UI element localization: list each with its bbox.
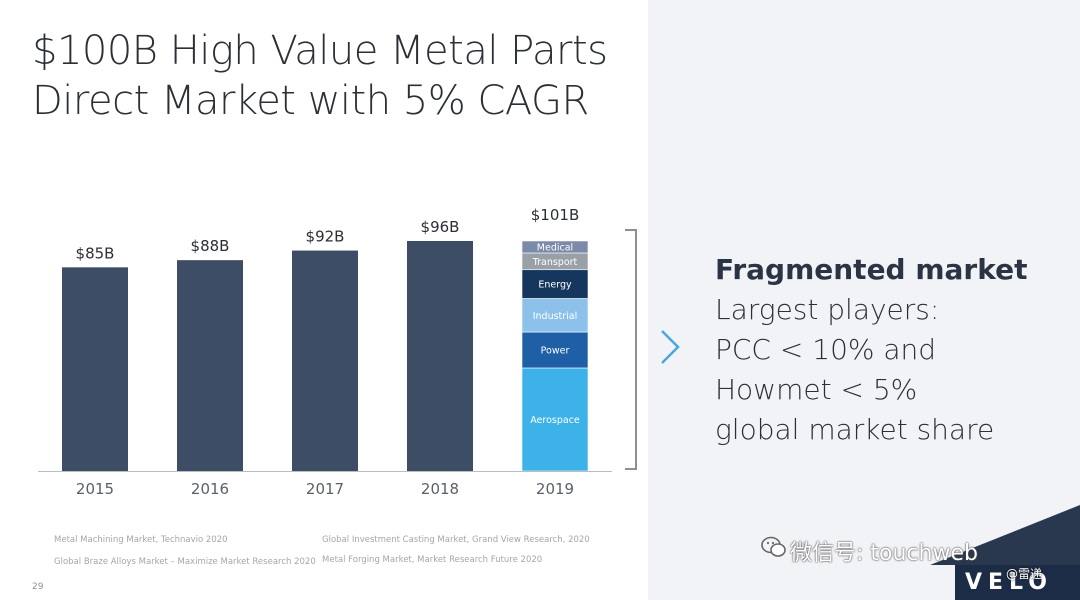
wechat-icon xyxy=(761,536,786,557)
x-tick-label: 2017 xyxy=(306,480,344,498)
bracket xyxy=(625,229,637,470)
x-tick-label: 2015 xyxy=(76,480,114,498)
segment-label: Energy xyxy=(538,280,572,291)
bar xyxy=(62,267,128,471)
bar-segment xyxy=(521,331,589,369)
bar-segment xyxy=(521,269,589,299)
title-line-2: Direct Market with 5% CAGR xyxy=(32,78,589,124)
source-note: Metal Forging Market, Market Research Fu… xyxy=(322,555,543,565)
data-label: $96B xyxy=(421,218,460,236)
segment-label: Aerospace xyxy=(530,415,580,426)
bar-chart: $85B 2015 $88B 2016 $92B 2017 $96B 2018 Aerospac… xyxy=(38,206,612,498)
segment-label: Transport xyxy=(532,257,578,268)
data-label: $101B xyxy=(531,206,579,224)
data-label: $85B xyxy=(76,244,115,262)
source-note: Global Braze Alloys Market – Maximize Ma… xyxy=(54,557,316,567)
right-panel xyxy=(648,0,1080,600)
x-tick-label: 2018 xyxy=(421,480,459,498)
page-number: 29 xyxy=(32,582,44,592)
data-label: $88B xyxy=(191,237,230,255)
title-line-1: $100B High Value Metal Parts xyxy=(32,28,608,74)
brand-banner xyxy=(930,505,1080,565)
segment-label: Power xyxy=(541,346,570,357)
bar-segment xyxy=(521,298,589,333)
bar xyxy=(177,260,243,471)
callout-line-4: global market share xyxy=(715,413,995,446)
callout-line-2: PCC < 10% and xyxy=(715,333,937,366)
callout-line-3: Howmet < 5% xyxy=(715,373,918,406)
bar-segment xyxy=(521,240,589,254)
x-tick-label: 2019 xyxy=(536,480,574,498)
source-note: Metal Machining Market, Technavio 2020 xyxy=(54,535,228,545)
source-note: Global Investment Casting Market, Grand … xyxy=(322,535,590,545)
callout-heading: Fragmented market xyxy=(715,253,1028,286)
x-tick-label: 2016 xyxy=(191,480,229,498)
page-title: $100B High Value Metal Parts Direct Mark… xyxy=(32,26,632,126)
callout-line-1: Largest players: xyxy=(715,293,940,326)
bar-segment xyxy=(521,367,589,472)
segment-label: Industrial xyxy=(533,311,578,322)
data-label: $92B xyxy=(306,228,345,246)
watermark: 微信号: touchweb xyxy=(790,541,978,566)
segment-label: Medical xyxy=(537,242,573,253)
callout: Fragmented market Largest players: PCC <… xyxy=(715,250,1045,450)
bar xyxy=(407,240,473,471)
bar xyxy=(292,250,358,471)
chevron-right-icon xyxy=(661,330,680,364)
brand-logo: VELO xyxy=(955,565,1080,600)
brand-subtext: @雷递 xyxy=(1006,567,1043,581)
